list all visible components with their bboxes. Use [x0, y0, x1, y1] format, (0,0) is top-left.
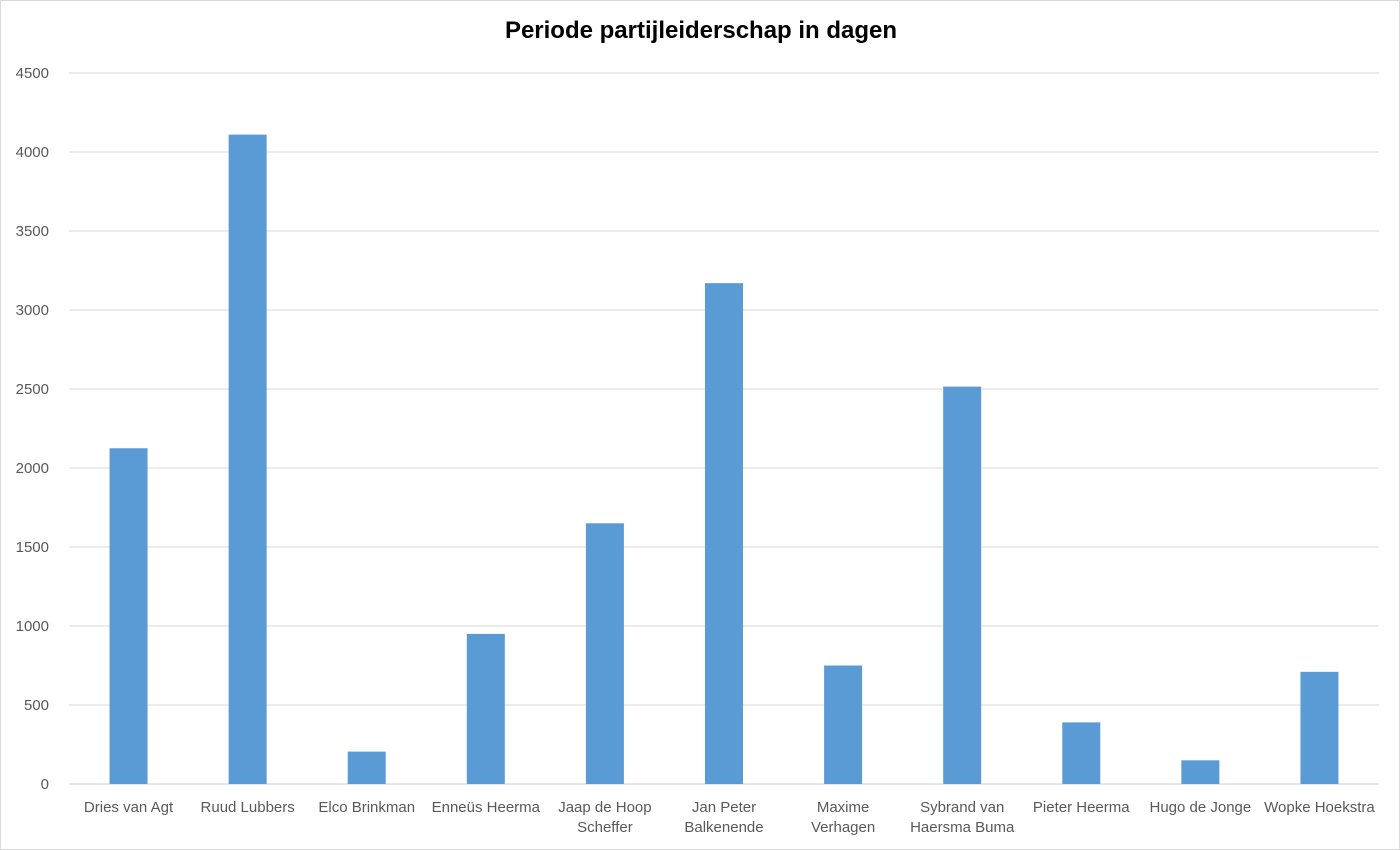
- x-category-label: Enneüs Heerma: [432, 799, 541, 816]
- x-category-label: Wopke Hoekstra: [1264, 799, 1375, 816]
- bar: [943, 386, 982, 784]
- x-category-label: Elco Brinkman: [318, 799, 415, 816]
- y-tick-label: 3500: [16, 223, 49, 240]
- y-axis-tick-labels: 0 500 1000 1500 2000 2500 3000 3500 4000 4500: [16, 65, 49, 793]
- x-category-label: Hugo de Jonge: [1149, 799, 1251, 816]
- y-tick-label: 1000: [16, 618, 49, 635]
- x-category-label: Haersma Buma: [910, 819, 1015, 836]
- bar: [1181, 760, 1220, 784]
- x-category-label: Maxime: [817, 799, 870, 816]
- x-category-label: Sybrand van: [920, 799, 1004, 816]
- bar: [466, 633, 505, 784]
- bar: [109, 448, 148, 784]
- y-tick-label: 4000: [16, 144, 49, 161]
- x-category-label: Jan Peter: [692, 799, 756, 816]
- x-category-label: Jaap de Hoop: [558, 799, 651, 816]
- chart-title: Periode partijleiderschap in dagen: [504, 17, 898, 44]
- bar: [1062, 722, 1101, 784]
- bar: [347, 751, 386, 784]
- x-category-label: Dries van Agt: [84, 799, 174, 816]
- bar: [585, 523, 624, 784]
- bar: [824, 665, 863, 784]
- x-axis-category-labels: Dries van Agt Ruud Lubbers Elco Brinkman En…: [84, 799, 1375, 836]
- x-category-label: Pieter Heerma: [1033, 799, 1130, 816]
- y-tick-label: 2000: [16, 460, 49, 477]
- bar: [1300, 671, 1339, 784]
- y-tick-label: 2500: [16, 381, 49, 398]
- x-category-label: Verhagen: [811, 819, 875, 836]
- bar: [228, 134, 267, 784]
- x-category-label: Scheffer: [577, 819, 633, 836]
- y-tick-label: 1500: [16, 539, 49, 556]
- y-tick-label: 500: [24, 697, 49, 714]
- y-tick-label: 4500: [16, 65, 49, 82]
- bar: [705, 283, 743, 784]
- y-tick-label: 3000: [16, 302, 49, 319]
- x-category-label: Ruud Lubbers: [201, 799, 295, 816]
- bars: [109, 134, 1339, 784]
- x-category-label: Balkenende: [684, 819, 763, 836]
- y-tick-label: 0: [41, 776, 49, 793]
